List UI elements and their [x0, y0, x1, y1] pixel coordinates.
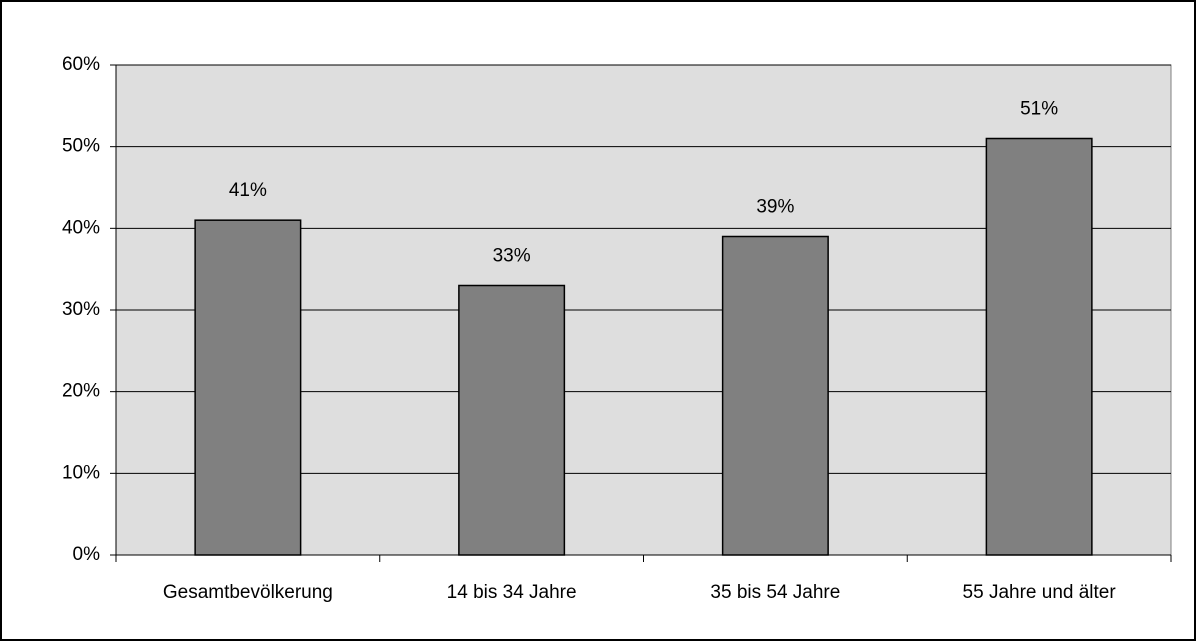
- y-tick-label: 10%: [62, 462, 100, 483]
- bar: [194, 219, 302, 556]
- x-tick-label: 55 Jahre und älter: [963, 582, 1117, 603]
- bar: [458, 284, 566, 556]
- value-label: 51%: [1020, 99, 1058, 120]
- bar: [721, 235, 829, 556]
- x-tick-label: 35 bis 54 Jahre: [710, 582, 840, 603]
- value-label: 39%: [756, 197, 794, 218]
- x-tick-label: Gesamtbevölkerung: [163, 582, 333, 603]
- x-tick-label: 14 bis 34 Jahre: [447, 582, 577, 603]
- y-tick-label: 0%: [73, 544, 101, 565]
- y-tick-label: 50%: [62, 136, 100, 157]
- y-tick-label: 20%: [62, 381, 100, 402]
- bar: [985, 137, 1093, 556]
- y-tick-label: 60%: [62, 54, 100, 75]
- value-label: 33%: [493, 246, 531, 267]
- y-tick-label: 30%: [62, 299, 100, 320]
- y-tick-label: 40%: [62, 217, 100, 238]
- value-label: 41%: [229, 180, 267, 201]
